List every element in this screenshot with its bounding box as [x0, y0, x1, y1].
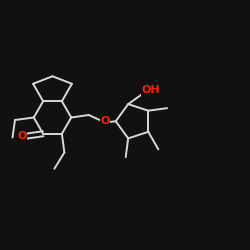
Text: O: O: [17, 131, 26, 141]
Text: OH: OH: [142, 86, 161, 96]
Text: O: O: [100, 116, 110, 126]
